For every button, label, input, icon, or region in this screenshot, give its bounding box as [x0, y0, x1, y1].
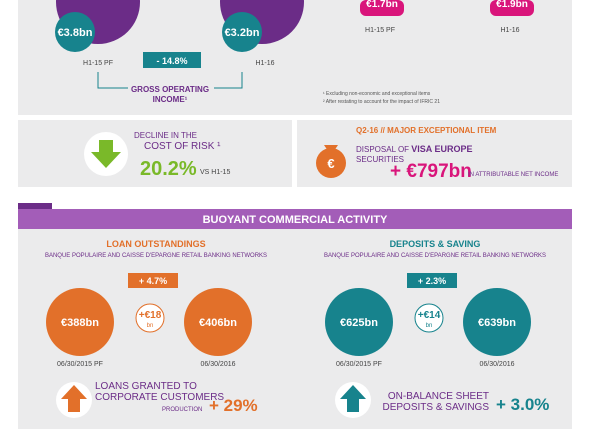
value: €1.7bn [366, 0, 398, 10]
label: H1-15 PF [365, 27, 395, 34]
subtitle: BANQUE POPULAIRE AND CAISSE D'EPARGNE RE… [324, 253, 546, 259]
text: VISA EUROPE [411, 144, 472, 154]
date: 06/30/2015 PF [336, 361, 382, 368]
footnote: ¹ Excluding non-economic and exceptional… [323, 91, 431, 97]
text: DISPOSAL OF [356, 145, 411, 154]
delta: +€14 [418, 310, 441, 321]
value: €1.9bn [496, 0, 528, 10]
circle [222, 12, 262, 52]
circle [325, 288, 393, 356]
arrow-icon [340, 385, 366, 412]
delta-unit: bn [426, 323, 433, 329]
value: €3.8bn [58, 27, 93, 39]
banner [18, 209, 572, 229]
value: €3.2bn [225, 27, 260, 39]
title: INCOME¹ [153, 95, 188, 104]
text: DECLINE IN THE [134, 131, 197, 140]
badge-text: - 14.8% [156, 56, 187, 66]
icon-text: € [327, 156, 334, 171]
arrow-icon [91, 140, 121, 168]
delta-circle [135, 303, 165, 333]
value: €388bn [61, 317, 99, 329]
text: COST OF RISK ¹ [144, 141, 221, 152]
text: + 29% [209, 396, 258, 415]
arrow-icon [61, 385, 87, 412]
date: 06/30/2015 PF [57, 361, 103, 368]
text: PRODUCTION [162, 407, 202, 413]
bar [360, 0, 404, 16]
text: LOANS GRANTED TO [95, 381, 197, 392]
value: 20.2% [140, 158, 197, 180]
badge [407, 273, 457, 288]
text: CORPORATE CUSTOMERS [95, 392, 224, 403]
title: Q2-16 // MAJOR EXCEPTIONAL ITEM [356, 126, 497, 135]
title: DEPOSITS & SAVING [390, 239, 481, 249]
text: DISPOSAL OF VISA EUROPE [356, 144, 472, 154]
date: 06/30/2016 [200, 361, 235, 368]
text: SECURITIES [356, 155, 404, 164]
date: 06/30/2016 [479, 361, 514, 368]
value: + €797bn [390, 161, 472, 182]
title: GROSS OPERATING [131, 85, 209, 94]
banner-tab [18, 203, 52, 209]
value: €625bn [340, 317, 378, 329]
bracket [214, 72, 243, 89]
label: H1-16 [255, 60, 274, 67]
delta: +€18 [139, 310, 162, 321]
delta-unit: bn [147, 323, 154, 329]
risk-panel [18, 120, 292, 187]
badge-text: + 2.3% [418, 276, 446, 286]
label: H1-16 [500, 27, 519, 34]
circle [184, 288, 252, 356]
footnote: ² After restating to account for the imp… [323, 99, 440, 105]
bracket [97, 72, 128, 89]
bar [490, 0, 534, 16]
title: LOAN OUTSTANDINGS [106, 239, 205, 249]
circle [55, 12, 95, 52]
label: H1-15 PF [83, 60, 113, 67]
circle [46, 288, 114, 356]
badge [128, 273, 178, 288]
bag-top [324, 145, 338, 151]
text: VS H1-15 [200, 169, 230, 176]
text: IN ATTRIBUTABLE NET INCOME [468, 172, 558, 178]
banner-text: BUOYANT COMMERCIAL ACTIVITY [203, 214, 388, 226]
delta-circle [414, 303, 444, 333]
text: + 3.0% [496, 395, 549, 414]
exceptional-panel [297, 120, 572, 187]
text: ON-BALANCE SHEET [388, 391, 489, 402]
bag-icon [316, 148, 346, 178]
circle [463, 288, 531, 356]
value: €639bn [478, 317, 516, 329]
badge [143, 52, 201, 68]
badge-text: + 4.7% [139, 276, 167, 286]
text: DEPOSITS & SAVINGS [382, 402, 489, 413]
value: €406bn [199, 317, 237, 329]
subtitle: BANQUE POPULAIRE AND CAISSE D'EPARGNE RE… [45, 253, 267, 259]
